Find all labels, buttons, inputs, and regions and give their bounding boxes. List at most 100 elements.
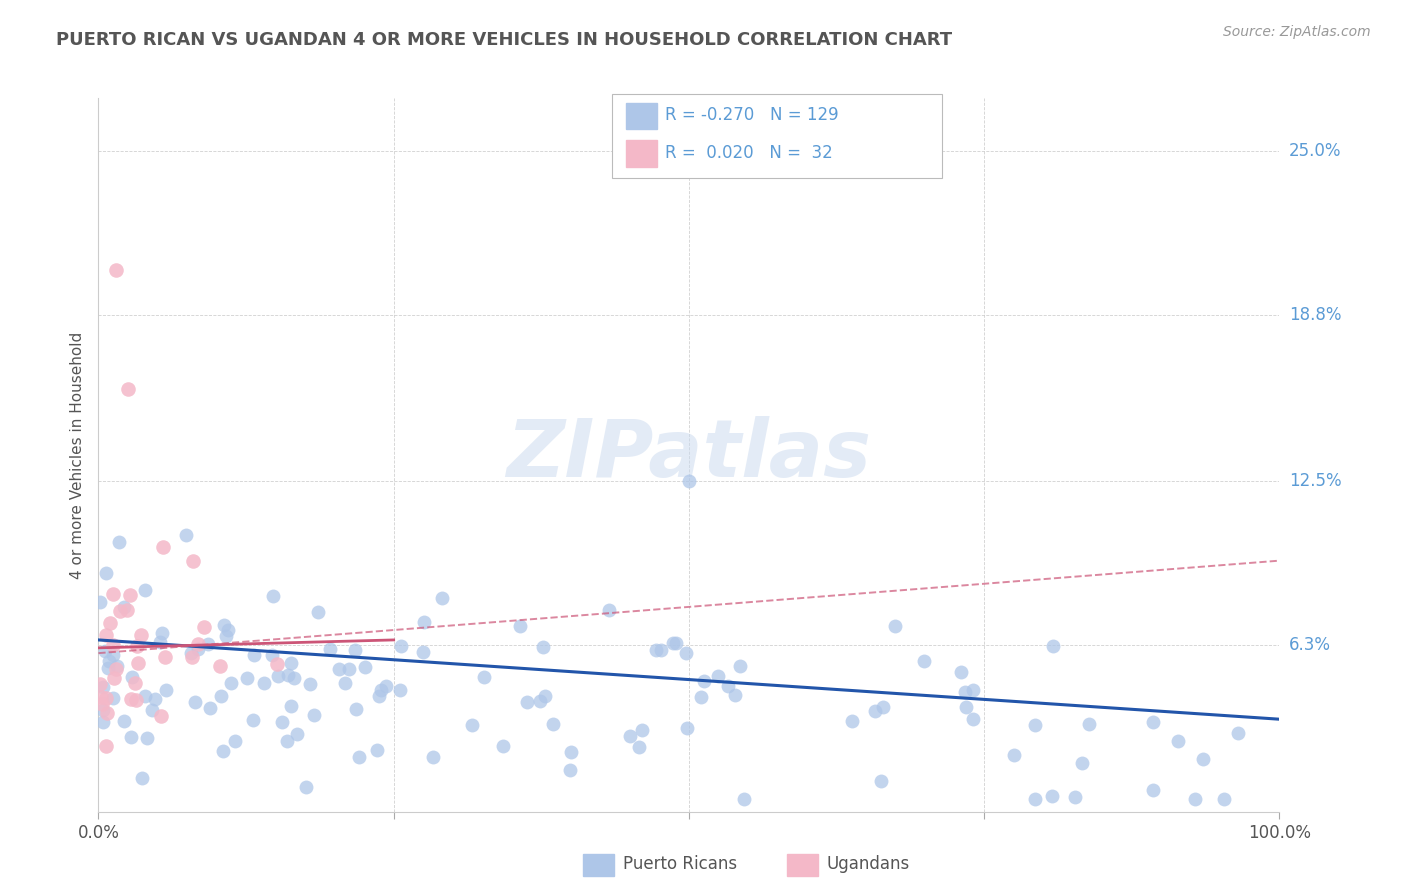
Text: Ugandans: Ugandans: [827, 855, 910, 873]
Point: [413, 615, 436, 629]
Text: PUERTO RICAN VS UGANDAN 4 OR MORE VEHICLES IN HOUSEHOLD CORRELATION CHART: PUERTO RICAN VS UGANDAN 4 OR MORE VEHICL…: [56, 31, 952, 49]
Point: [560, 745, 582, 759]
Point: [180, 650, 202, 665]
Point: [717, 679, 740, 693]
Point: [472, 670, 495, 684]
Point: [180, 646, 202, 660]
Point: [280, 656, 302, 670]
Point: [96, 566, 118, 580]
Point: [155, 683, 177, 698]
Point: [333, 675, 356, 690]
Point: [344, 702, 367, 716]
Point: [1142, 782, 1164, 797]
Point: [343, 643, 366, 657]
Point: [149, 635, 172, 649]
Text: R = -0.270   N = 129: R = -0.270 N = 129: [665, 106, 838, 124]
Point: [150, 626, 173, 640]
Point: [262, 589, 284, 603]
Point: [368, 689, 391, 703]
Point: [103, 672, 125, 686]
Text: R =  0.020   N =  32: R = 0.020 N = 32: [665, 144, 832, 161]
Point: [125, 693, 148, 707]
Point: [1078, 717, 1101, 731]
Point: [492, 739, 515, 753]
Point: [124, 676, 146, 690]
Point: [100, 616, 122, 631]
Point: [706, 669, 728, 683]
Point: [353, 659, 375, 673]
Point: [883, 619, 905, 633]
Point: [262, 648, 284, 663]
Point: [366, 743, 388, 757]
Point: [174, 528, 197, 542]
Point: [90, 690, 112, 704]
Point: [304, 707, 326, 722]
Point: [236, 671, 259, 685]
Point: [298, 677, 321, 691]
Point: [96, 706, 118, 720]
Point: [389, 639, 412, 653]
Point: [141, 703, 163, 717]
Point: [1184, 791, 1206, 805]
Point: [212, 744, 235, 758]
Point: [533, 689, 555, 703]
Point: [1042, 789, 1064, 804]
Point: [955, 684, 977, 698]
Point: [101, 691, 124, 706]
Point: [105, 661, 128, 675]
Point: [1142, 714, 1164, 729]
Point: [131, 771, 153, 785]
Point: [962, 712, 984, 726]
Point: [187, 641, 209, 656]
Point: [134, 582, 156, 597]
Point: [432, 591, 454, 606]
Point: [253, 675, 276, 690]
Point: [870, 774, 893, 789]
Point: [93, 680, 115, 694]
Point: [678, 475, 700, 489]
Point: [1042, 640, 1064, 654]
Point: [89, 595, 111, 609]
Point: [266, 657, 288, 672]
Point: [693, 673, 716, 688]
Point: [242, 648, 264, 662]
Text: Source: ZipAtlas.com: Source: ZipAtlas.com: [1223, 25, 1371, 39]
Point: [728, 658, 751, 673]
Point: [197, 637, 219, 651]
Point: [676, 721, 699, 735]
Point: [516, 695, 538, 709]
Point: [224, 734, 246, 748]
Point: [103, 587, 125, 601]
Text: ZIPatlas: ZIPatlas: [506, 416, 872, 494]
Point: [664, 636, 686, 650]
Point: [529, 693, 551, 707]
Point: [101, 638, 124, 652]
Point: [841, 714, 863, 728]
Point: [375, 680, 398, 694]
Point: [242, 713, 264, 727]
Point: [1226, 726, 1249, 740]
Point: [112, 714, 135, 729]
Point: [543, 717, 565, 731]
Text: 6.3%: 6.3%: [1289, 636, 1331, 654]
Point: [283, 671, 305, 685]
Point: [112, 599, 135, 614]
Point: [1167, 734, 1189, 748]
Y-axis label: 4 or more Vehicles in Household: 4 or more Vehicles in Household: [70, 331, 86, 579]
Text: Puerto Ricans: Puerto Ricans: [623, 855, 737, 873]
Point: [724, 689, 747, 703]
Point: [208, 658, 231, 673]
Point: [89, 677, 111, 691]
Point: [91, 697, 114, 711]
Point: [644, 643, 666, 657]
Point: [1212, 791, 1234, 805]
Point: [96, 691, 118, 706]
Point: [1002, 747, 1025, 762]
Point: [631, 723, 654, 738]
Point: [217, 623, 239, 637]
Point: [1024, 791, 1046, 805]
Point: [280, 699, 302, 714]
Text: 18.8%: 18.8%: [1289, 306, 1341, 324]
Point: [370, 683, 392, 698]
Point: [121, 669, 143, 683]
